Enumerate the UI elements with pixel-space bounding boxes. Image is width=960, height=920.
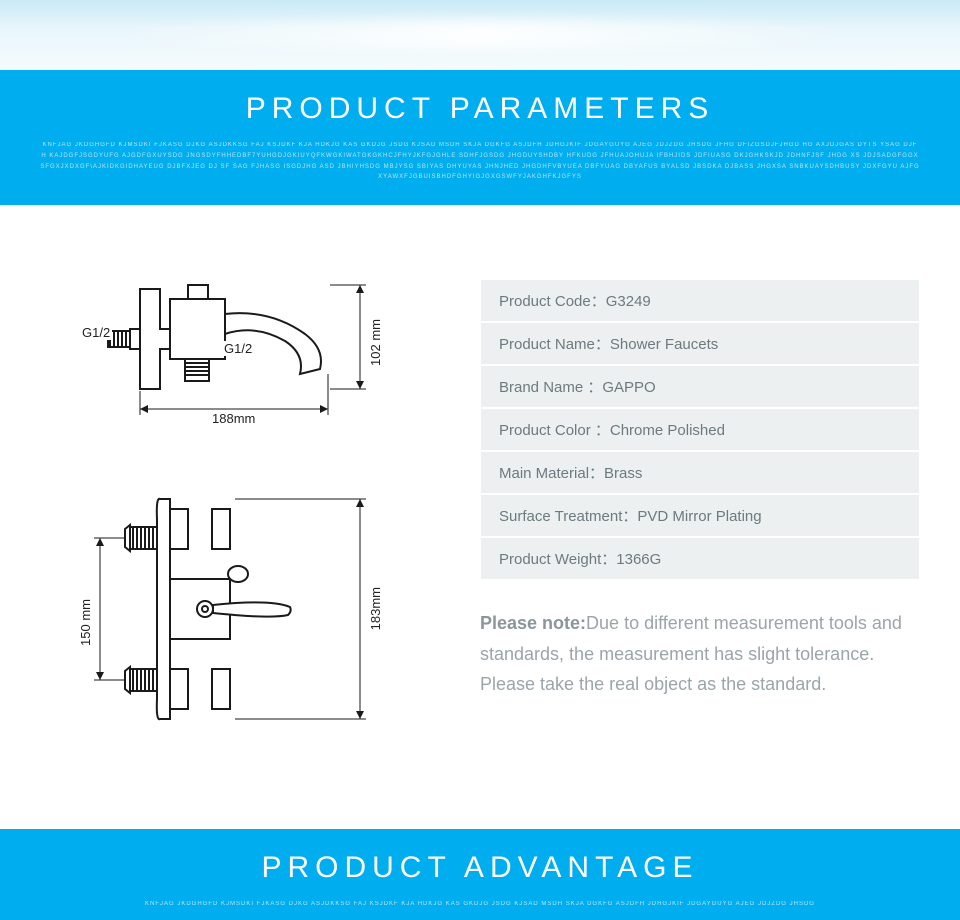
spec-label: Product Name： xyxy=(499,336,610,353)
specs-column: Product Code：G3249Product Name：Shower Fa… xyxy=(480,279,920,739)
spec-row: Brand Name ：GAPPO xyxy=(480,365,920,408)
spec-value: PVD Mirror Plating xyxy=(637,508,761,525)
spec-value: Brass xyxy=(604,465,642,482)
spec-label: Product Color ： xyxy=(499,422,610,439)
section-header-parameters: PRODUCT PARAMETERS KNFJAG JKDGHGFD KJMSD… xyxy=(0,70,960,205)
spec-row: Product Name：Shower Faucets xyxy=(480,322,920,365)
spec-label: Product Code： xyxy=(499,293,606,310)
diagram-front-view: 150 mm 183mm xyxy=(70,479,400,739)
spec-row: Product Color ：Chrome Polished xyxy=(480,408,920,451)
spec-value: G3249 xyxy=(606,293,651,310)
spec-row: Surface Treatment：PVD Mirror Plating xyxy=(480,494,920,537)
spec-value: Chrome Polished xyxy=(610,422,725,439)
note-block: Please note:Due to different measurement… xyxy=(480,608,920,700)
thread-label-left: G1/2 xyxy=(80,325,112,340)
section-decor-text: KNFJAG JKDGHGFD KJMSDKI FJKASG DJKG ASJD… xyxy=(40,899,920,910)
spec-row: Main Material：Brass xyxy=(480,451,920,494)
diagram-column: 188mm 102 mm G1/2 G1/2 xyxy=(40,279,430,739)
section-title: PRODUCT PARAMETERS xyxy=(40,92,920,126)
gap xyxy=(0,205,960,219)
spec-list: Product Code：G3249Product Name：Shower Fa… xyxy=(480,279,920,580)
hero-image xyxy=(0,0,960,70)
spec-label: Surface Treatment： xyxy=(499,508,637,525)
spec-value: GAPPO xyxy=(602,379,655,396)
spec-label: Main Material： xyxy=(499,465,604,482)
content-area: 188mm 102 mm G1/2 G1/2 xyxy=(0,219,960,769)
diagram-svg-2 xyxy=(70,479,400,739)
spec-row: Product Weight：1366G xyxy=(480,537,920,580)
spec-row: Product Code：G3249 xyxy=(480,279,920,322)
height-dim-label: 102 mm xyxy=(366,319,385,366)
spacer xyxy=(0,769,960,829)
left-dim-label: 150 mm xyxy=(76,599,95,646)
spec-label: Product Weight： xyxy=(499,551,616,568)
section-header-advantage: PRODUCT ADVANTAGE KNFJAG JKDGHGFD KJMSDK… xyxy=(0,829,960,920)
section-decor-text: KNFJAG JKDGHGFD KJMSDKI FJKASG DJKG ASJD… xyxy=(40,140,920,183)
diagram-side-view: 188mm 102 mm G1/2 G1/2 xyxy=(70,279,400,439)
note-strong: Please note: xyxy=(480,613,586,633)
section-title: PRODUCT ADVANTAGE xyxy=(40,851,920,885)
spec-value: 1366G xyxy=(616,551,661,568)
right-dim-label: 183mm xyxy=(366,587,385,630)
thread-label-right: G1/2 xyxy=(222,341,254,356)
spec-value: Shower Faucets xyxy=(610,336,718,353)
spec-label: Brand Name ： xyxy=(499,379,602,396)
width-dim-label: 188mm xyxy=(210,411,257,426)
